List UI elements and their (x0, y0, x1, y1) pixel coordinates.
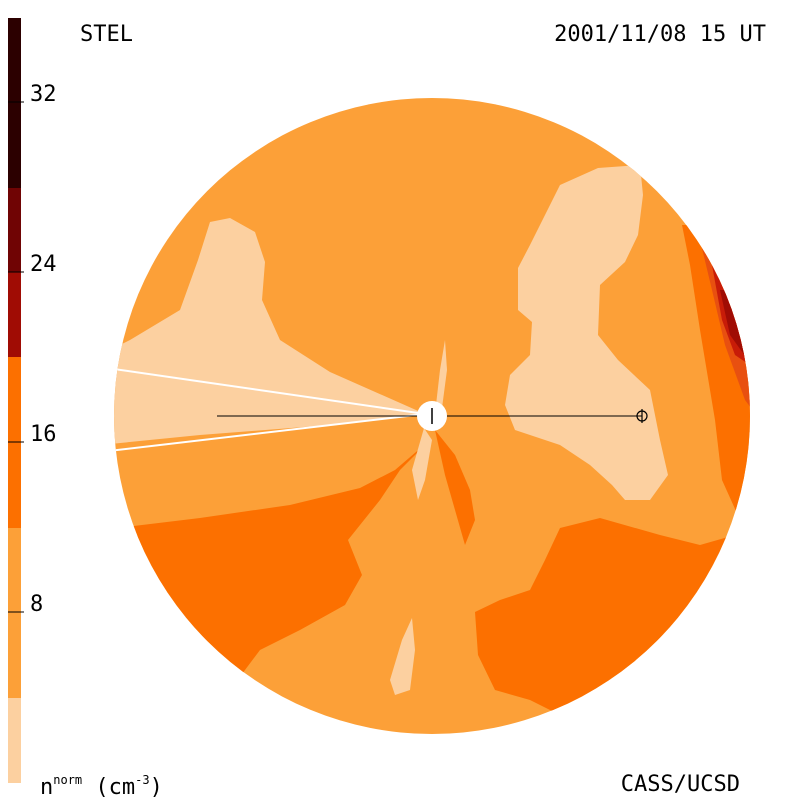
unit-superscript: norm (53, 773, 83, 787)
sun-marker (417, 401, 447, 431)
colorbar-label-8: 8 (30, 592, 44, 617)
ray-lower (114, 413, 426, 453)
colorbar-label-16: 16 (30, 422, 57, 447)
unit-text: (cm (95, 775, 136, 800)
region-pale-left-wedge (114, 218, 425, 445)
region-pale-spike-up (436, 340, 447, 408)
unit-exponent: -3 (135, 773, 150, 787)
ray-upper (114, 366, 426, 415)
datetime-label: 2001/11/08 15 UT (554, 22, 766, 47)
colorbar-band-1 (8, 698, 21, 783)
colorbar-band-7 (8, 188, 21, 272)
colorbar-unit-label: nnorm (cm-3) (40, 774, 163, 799)
credit-label: CASS/UCSD (620, 772, 740, 797)
unit-close: ) (149, 775, 163, 800)
colorbar-band-8 (8, 18, 21, 188)
colorbar-band-2 (8, 528, 21, 698)
colorbar-label-24: 24 (30, 252, 57, 277)
colorbar-label-32: 32 (30, 82, 57, 107)
unit-symbol: n (40, 775, 54, 800)
earth-marker (636, 409, 648, 423)
region-pale-spike-down (412, 428, 432, 500)
colorbar-band-6 (8, 272, 21, 357)
region-pale-spike-lower (390, 618, 415, 695)
region-mid-center-tongue (435, 430, 475, 545)
observatory-label: STEL (80, 22, 133, 47)
colorbar (8, 18, 24, 783)
